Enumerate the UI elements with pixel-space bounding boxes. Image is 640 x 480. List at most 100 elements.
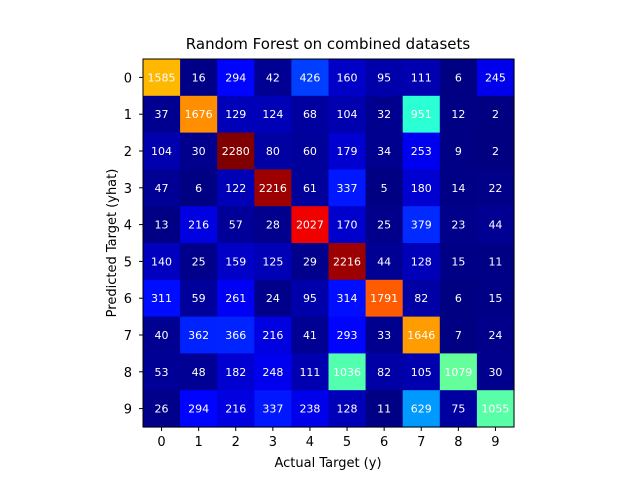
heatmap-cell-r9-c9	[476, 390, 515, 428]
cell-value-r5-c4: 29	[303, 255, 317, 268]
heatmap-cell-r2-c3	[254, 132, 292, 170]
y-axis-label: Predicted Target (yhat)	[105, 169, 120, 318]
cell-value-r5-c5: 2216	[333, 255, 361, 268]
x-tick-label-2: 2	[232, 435, 240, 450]
cell-value-r8-c6: 82	[377, 366, 391, 379]
y-tick-label-7: 7	[124, 329, 132, 344]
y-axis-ticks: 0 1 2 3 4 5 6 7 8 9	[124, 71, 143, 418]
cell-value-r1-c6: 32	[377, 108, 391, 121]
cell-value-r2-c6: 34	[377, 145, 391, 158]
heatmap-cell-r8-c3	[254, 353, 292, 391]
heatmap-cells	[143, 59, 515, 428]
heatmap-cell-r9-c7	[402, 390, 441, 428]
cell-value-r5-c8: 15	[451, 255, 465, 268]
cell-value-r9-c1: 294	[188, 403, 209, 416]
y-tick-label-4: 4	[124, 219, 132, 234]
y-tick-label-6: 6	[124, 292, 132, 307]
heatmap-cell-r4-c8	[439, 206, 478, 244]
heatmap-cell-r0-c1	[180, 59, 218, 97]
heatmap-cell-r5-c1	[180, 243, 218, 281]
x-tick-label-3: 3	[269, 435, 277, 450]
heatmap-cell-r6-c0	[143, 279, 181, 318]
heatmap-cell-r0-c7	[402, 59, 441, 97]
cell-value-r3-c7: 180	[411, 182, 432, 195]
heatmap-cell-r3-c8	[439, 169, 478, 207]
heatmap-cell-r9-c0	[143, 390, 181, 428]
cell-value-r4-c2: 57	[229, 219, 243, 232]
cell-value-r2-c4: 60	[303, 145, 317, 158]
cell-value-r1-c1: 1676	[185, 108, 213, 121]
cell-value-r1-c9: 2	[492, 108, 499, 121]
cell-value-r1-c4: 68	[303, 108, 317, 121]
cell-value-r6-c4: 95	[303, 292, 317, 305]
heatmap-cell-r5-c0	[143, 243, 181, 281]
cell-value-r2-c7: 253	[411, 145, 432, 158]
heatmap-cell-r6-c1	[180, 279, 218, 318]
cell-value-r9-c5: 128	[337, 403, 358, 416]
x-tick-label-0: 0	[157, 435, 165, 450]
cell-value-r8-c7: 105	[411, 366, 432, 379]
heatmap-cell-r9-c6	[365, 390, 404, 428]
heatmap-cell-r0-c8	[439, 59, 478, 97]
cell-value-r7-c3: 216	[262, 329, 283, 342]
heatmap-cell-r4-c7	[402, 206, 441, 244]
cell-value-r9-c3: 337	[262, 403, 283, 416]
cell-value-r3-c6: 5	[381, 182, 388, 195]
cell-value-r6-c7: 82	[414, 292, 428, 305]
heatmap-cell-r8-c6	[365, 353, 404, 391]
heatmap-cell-r4-c5	[328, 206, 367, 244]
cell-value-r0-c7: 111	[411, 71, 432, 84]
heatmap-cell-r3-c2	[217, 169, 255, 207]
heatmap-cell-r0-c0	[143, 59, 181, 97]
y-tick-label-2: 2	[124, 145, 132, 160]
heatmap-cell-r3-c6	[365, 169, 404, 207]
heatmap-cell-r4-c0	[143, 206, 181, 244]
cell-value-r0-c8: 6	[455, 71, 462, 84]
cell-value-r2-c3: 80	[266, 145, 280, 158]
heatmap-cell-r1-c7	[402, 95, 441, 134]
heatmap-cell-r2-c2	[217, 132, 255, 170]
heatmap-cell-r7-c1	[180, 316, 218, 354]
cell-value-r9-c9: 1055	[481, 403, 509, 416]
heatmap-cell-r8-c8	[439, 353, 478, 391]
heatmap-cell-r4-c6	[365, 206, 404, 244]
cell-value-r0-c6: 95	[377, 71, 391, 84]
heatmap-cell-r7-c5	[328, 316, 367, 354]
heatmap-cell-r2-c1	[180, 132, 218, 170]
y-tick-label-9: 9	[124, 403, 132, 418]
cell-value-r9-c4: 238	[299, 403, 320, 416]
heatmap-cell-r5-c6	[365, 243, 404, 281]
cell-value-r6-c1: 59	[192, 292, 206, 305]
heatmap-cell-r6-c4	[291, 279, 330, 318]
heatmap-cell-r8-c9	[476, 353, 515, 391]
cell-value-r4-c7: 379	[411, 219, 432, 232]
heatmap-cell-r1-c4	[291, 95, 330, 134]
heatmap-cell-r9-c5	[328, 390, 367, 428]
heatmap-cell-r6-c8	[439, 279, 478, 318]
cell-value-r4-c3: 28	[266, 219, 280, 232]
heatmap-cell-r3-c1	[180, 169, 218, 207]
heatmap-cell-r6-c9	[476, 279, 515, 318]
x-axis-ticks: 0 1 2 3 4 5 6 7 8 9	[157, 427, 500, 450]
cell-value-r9-c0: 26	[155, 403, 169, 416]
heatmap-cell-r0-c2	[217, 59, 255, 97]
cell-value-r8-c3: 248	[262, 366, 283, 379]
cell-value-r5-c3: 125	[262, 255, 283, 268]
cell-value-r1-c5: 104	[337, 108, 358, 121]
heatmap-cell-r9-c4	[291, 390, 330, 428]
heatmap-cell-r5-c2	[217, 243, 255, 281]
heatmap-cell-r0-c5	[328, 59, 367, 97]
heatmap-cell-r4-c2	[217, 206, 255, 244]
y-tick-label-1: 1	[124, 108, 132, 123]
heatmap-cell-r4-c9	[476, 206, 515, 244]
heatmap-cell-r7-c0	[143, 316, 181, 354]
heatmap-cell-r6-c6	[365, 279, 404, 318]
heatmap-cell-r7-c3	[254, 316, 292, 354]
cell-value-r3-c4: 61	[303, 182, 317, 195]
heatmap-cell-r0-c3	[254, 59, 292, 97]
heatmap-cell-r2-c0	[143, 132, 181, 170]
heatmap-cell-r0-c9	[476, 59, 515, 97]
cell-value-r0-c9: 245	[485, 71, 506, 84]
